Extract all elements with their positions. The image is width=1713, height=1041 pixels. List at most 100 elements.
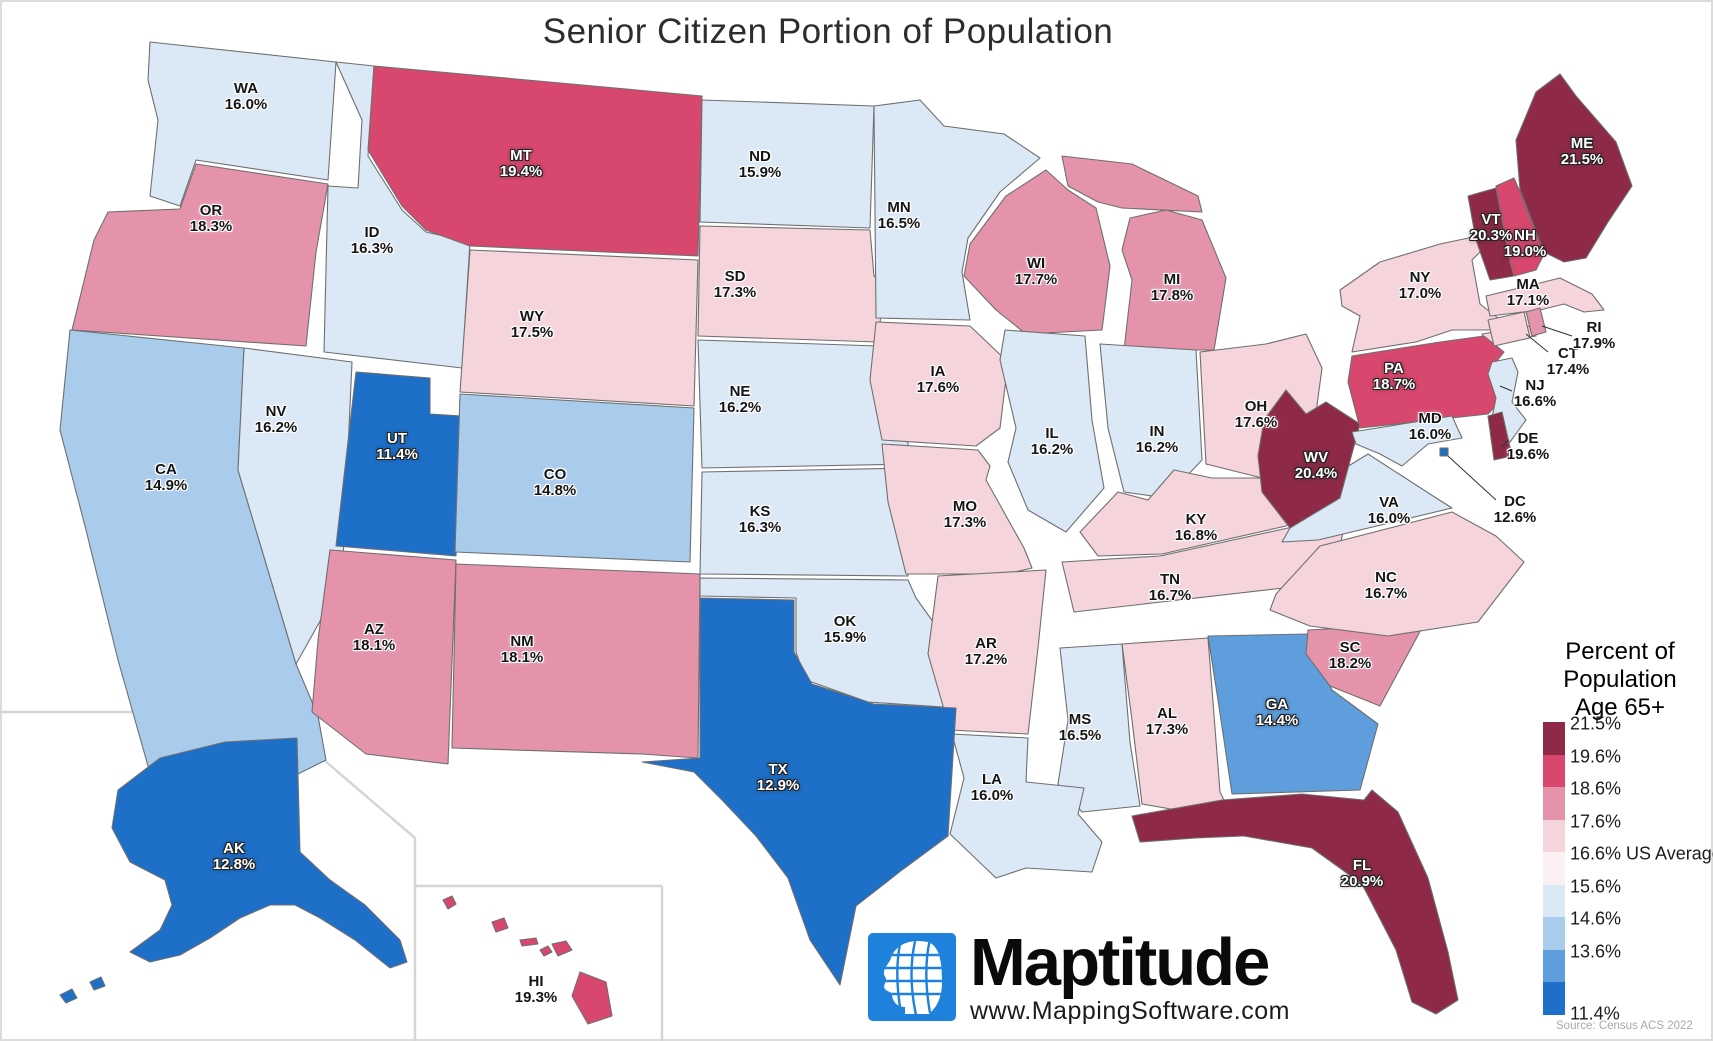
state-shape-mo — [881, 443, 1033, 575]
state-label-dc: DC 12.6% — [1493, 493, 1537, 526]
state-label-ok: OK 15.9% — [823, 613, 867, 646]
source-note: Source: Census ACS 2022 — [1556, 1020, 1693, 1032]
state-label-ca: CA 14.9% — [144, 461, 188, 494]
state-label-co: CO 14.8% — [533, 466, 577, 499]
state-shape-ma — [1485, 277, 1605, 317]
state-shape-me — [1515, 73, 1633, 263]
legend-swatch-9 — [1543, 982, 1565, 1015]
state-shape-hi-oahu — [491, 917, 509, 933]
brand-wordmark: Maptitude — [970, 925, 1270, 1000]
legend-label-13-6: 13.6% — [1570, 941, 1622, 962]
state-label-de: DE 19.6% — [1506, 430, 1550, 463]
state-label-sc: SC 18.2% — [1328, 639, 1372, 672]
state-label-nv: NV 16.2% — [254, 403, 298, 436]
state-label-ri: RI 17.9% — [1572, 319, 1616, 352]
state-shape-md — [1351, 415, 1463, 467]
state-shape-hi-lanai — [539, 945, 553, 957]
state-label-mi: MI 17.8% — [1150, 271, 1194, 304]
state-label-ga: GA 14.4% — [1255, 696, 1299, 729]
state-shape-hi-kauai — [442, 895, 457, 910]
legend-label-11-4: 11.4% — [1570, 1003, 1620, 1024]
state-shapes — [59, 41, 1633, 1025]
state-shape-hi-maui — [551, 940, 573, 957]
legend-label-18-6: 18.6% — [1570, 778, 1622, 799]
state-label-ky: KY 16.8% — [1174, 511, 1218, 544]
state-shape-hi-molokai — [519, 937, 539, 947]
state-shape-ak-aleutian-2 — [89, 976, 106, 991]
state-shape-il — [999, 329, 1105, 533]
state-label-wa: WA 16.0% — [224, 80, 268, 113]
state-shape-ak-aleutian-1 — [59, 988, 78, 1004]
legend-swatch-4 — [1543, 819, 1565, 852]
state-label-pa: PA 18.7% — [1372, 360, 1416, 393]
state-label-ks: KS 16.3% — [738, 503, 782, 536]
state-label-nd: ND 15.9% — [738, 148, 782, 181]
state-label-me: ME 21.5% — [1560, 135, 1604, 168]
maptitude-branding: Maptitude www.MappingSoftware.com — [868, 925, 1290, 1026]
legend-label-21-5: 21.5% — [1570, 713, 1622, 734]
state-shape-mn — [873, 99, 1041, 321]
state-shape-nd — [699, 99, 875, 229]
brand-text: Maptitude www.MappingSoftware.com — [970, 925, 1290, 1026]
state-label-or: OR 18.3% — [189, 202, 233, 235]
globe-head-icon — [868, 933, 956, 1021]
state-label-ct: CT 17.4% — [1546, 345, 1590, 378]
state-label-id: ID 16.3% — [350, 224, 394, 257]
state-shape-ms — [1057, 643, 1141, 813]
state-shape-az — [311, 549, 457, 765]
state-shape-tx — [641, 597, 957, 986]
state-label-az: AZ 18.1% — [352, 621, 396, 654]
label-leader-lines — [1447, 325, 1573, 501]
state-label-ak: AK 12.8% — [212, 840, 256, 873]
state-shape-fl — [1131, 789, 1459, 1015]
state-shape-or — [71, 163, 329, 347]
state-shape-ut — [335, 371, 463, 557]
state-shape-nh — [1495, 177, 1545, 277]
legend-label-16-6-us-average: 16.6% US Average — [1570, 843, 1713, 864]
legend-swatch-1 — [1543, 722, 1565, 755]
state-shape-wa — [147, 41, 337, 207]
state-shape-hi-big-island — [571, 971, 613, 1025]
legend-label-17-6: 17.6% — [1570, 811, 1622, 832]
state-label-oh: OH 17.6% — [1234, 398, 1278, 431]
state-shape-ct — [1487, 311, 1531, 347]
state-shape-ri — [1525, 307, 1547, 337]
legend-color-ramp — [1543, 722, 1565, 1015]
state-shape-la — [949, 733, 1103, 879]
state-shape-dc — [1439, 447, 1449, 457]
state-label-tx: TX 12.9% — [756, 761, 800, 794]
legend-label-19-6: 19.6% — [1570, 746, 1622, 767]
state-label-md: MD 16.0% — [1408, 410, 1452, 443]
state-label-la: LA 16.0% — [970, 771, 1014, 804]
state-label-il: IL 16.2% — [1030, 425, 1074, 458]
state-shape-wi — [963, 169, 1111, 335]
state-label-fl: FL 20.9% — [1340, 857, 1384, 890]
state-label-ne: NE 16.2% — [718, 383, 762, 416]
state-label-mo: MO 17.3% — [943, 498, 987, 531]
state-shape-nm — [451, 563, 701, 759]
map-title: Senior Citizen Portion of Population — [542, 12, 1114, 51]
state-label-ny: NY 17.0% — [1398, 269, 1442, 302]
state-label-wv: WV 20.4% — [1294, 449, 1338, 482]
state-shape-ar — [927, 569, 1047, 735]
state-label-va: VA 16.0% — [1367, 494, 1411, 527]
inset-boundary-lines — [0, 710, 664, 1041]
state-label-nh: NH 19.0% — [1503, 227, 1547, 260]
legend-label-14-6: 14.6% — [1570, 908, 1622, 929]
legend-swatch-8 — [1543, 949, 1565, 982]
state-label-vt: VT 20.3% — [1469, 211, 1513, 244]
state-label-mt: MT 19.4% — [499, 147, 543, 180]
state-label-tn: TN 16.7% — [1148, 571, 1192, 604]
state-shape-wv — [1257, 389, 1361, 529]
state-label-nj: NJ 16.6% — [1513, 377, 1557, 410]
state-shape-ks — [699, 467, 915, 577]
legend-swatch-3 — [1543, 787, 1565, 820]
state-shape-de — [1487, 411, 1513, 461]
legend-swatch-7 — [1543, 917, 1565, 950]
state-label-wy: WY 17.5% — [510, 308, 554, 341]
state-label-wi: WI 17.7% — [1014, 255, 1058, 288]
state-label-ut: UT 11.4% — [376, 430, 418, 463]
state-shape-nv — [237, 347, 353, 665]
